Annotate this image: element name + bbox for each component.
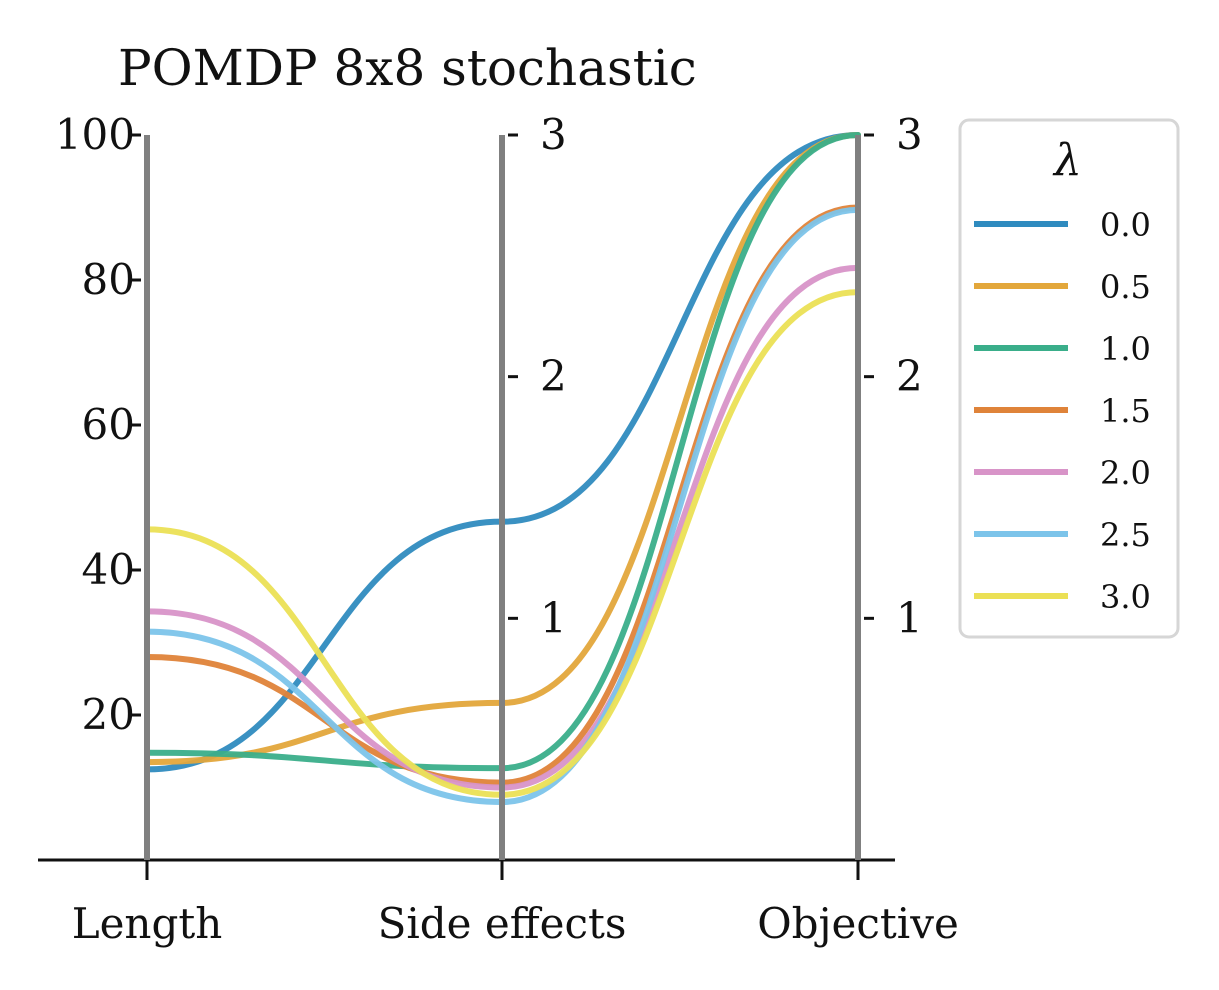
legend-items: 0.0 0.5 1.0 1.5 2.0 2.5 3.0: [974, 206, 1151, 616]
legend-label-0.0: 0.0: [1100, 206, 1151, 244]
chart-title: POMDP 8x8 stochastic: [118, 39, 697, 97]
legend-label-1.0: 1.0: [1100, 330, 1151, 368]
axis-label-1: Side effects: [378, 899, 627, 948]
legend-box: [958, 118, 1180, 639]
legend-label-2.5: 2.5: [1100, 516, 1151, 554]
tick-label-1-2: 3: [540, 110, 567, 159]
series-line-0.0: [144, 132, 861, 773]
tick-label-0-3: 80: [82, 255, 135, 304]
series-line-0.5: [144, 132, 861, 766]
series-line-3.0: [144, 289, 861, 798]
tick-label-2-0: 1: [896, 593, 923, 642]
axis-label-0: Length: [72, 899, 223, 948]
tick-label-0-1: 40: [82, 545, 135, 594]
tick-label-1-1: 2: [540, 352, 567, 401]
series-line-2.5: [144, 206, 861, 806]
axis-label-2: Objective: [757, 899, 959, 948]
tick-label-1-0: 1: [540, 593, 567, 642]
series-line-2.0: [144, 264, 861, 791]
legend-title: λ: [1052, 135, 1082, 186]
tick-label-0-0: 20: [82, 690, 135, 739]
axes: Length 20 40 60 80 100 Side effects 1 2 3 Objectiv…: [38, 110, 959, 948]
legend-label-3.0: 3.0: [1100, 578, 1151, 616]
tick-label-0-2: 60: [82, 400, 135, 449]
tick-label-0-4: 100: [55, 110, 135, 159]
tick-label-2-2: 3: [896, 110, 923, 159]
legend-label-0.5: 0.5: [1100, 268, 1151, 306]
tick-label-2-1: 2: [896, 352, 923, 401]
series-line-1.0: [144, 132, 861, 772]
legend: λ 0.0 0.5 1.0 1.5 2.0 2.5 3.0: [958, 118, 1180, 639]
series-lines: [144, 132, 861, 806]
legend-label-1.5: 1.5: [1100, 392, 1151, 430]
legend-label-2.0: 2.0: [1100, 454, 1151, 492]
